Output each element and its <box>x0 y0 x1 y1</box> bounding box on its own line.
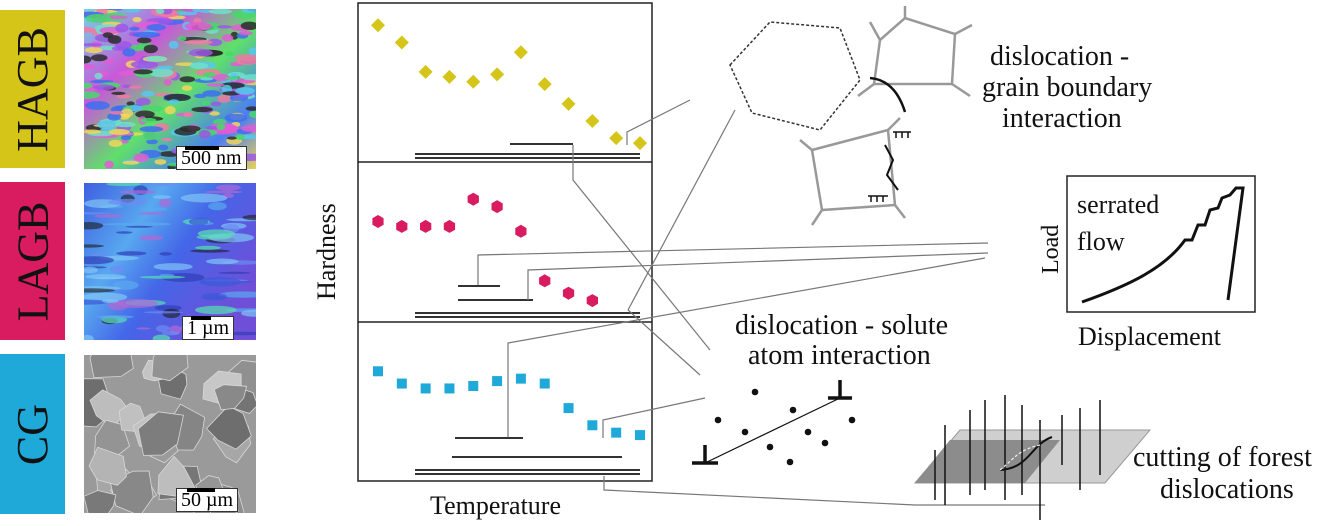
hardness-point-cg <box>587 420 598 431</box>
hardness-point-cg <box>444 383 455 394</box>
hardness-point-hagb <box>513 45 528 60</box>
load-axis-label: Load <box>1038 225 1064 274</box>
scale-text: 50 µm <box>181 489 234 511</box>
scale-bar-hagb: 500 nm <box>176 146 247 170</box>
grain-boundary-schematic <box>729 6 973 226</box>
connector-line <box>603 476 1045 506</box>
flow-text: flow <box>1077 227 1125 256</box>
hardness-point-lagb <box>372 215 384 228</box>
hardness-point-cg <box>635 430 645 441</box>
hardness-point-hagb <box>537 77 552 92</box>
sample-label-lagb: LAGB <box>0 182 65 340</box>
gb-interaction-label: grain boundary <box>982 72 1152 103</box>
hardness-point-hagb <box>418 64 433 79</box>
scale-text: 1 µm <box>187 317 230 339</box>
hardness-point-cg <box>515 373 526 384</box>
hardness-point-hagb <box>490 67 505 82</box>
hardness-point-hagb <box>371 18 385 33</box>
cg-micrograph <box>84 355 256 513</box>
hardness-point-hagb <box>585 114 600 128</box>
hardness-point-cg <box>396 378 407 389</box>
solute-interaction-label: atom interaction <box>748 340 931 371</box>
sample-label-text: HAGB <box>8 26 57 152</box>
sample-label-text: CG <box>8 403 57 465</box>
sample-label-cg: CG <box>0 354 65 514</box>
connector-line <box>477 242 989 285</box>
hardness-point-lagb <box>586 294 598 308</box>
connector-line <box>602 397 706 438</box>
solute-interaction-label: dislocation - solute <box>735 310 948 341</box>
connector-line <box>572 145 711 351</box>
forest-cutting-label: dislocations <box>1160 474 1294 505</box>
displacement-axis-label: Displacement <box>1078 322 1222 351</box>
connector-line <box>626 99 691 145</box>
solute-schematic <box>692 380 856 466</box>
scale-text: 500 nm <box>181 147 242 169</box>
hardness-axis-label: Hardness <box>312 203 341 300</box>
connector-line <box>627 309 701 376</box>
hardness-point-cg <box>492 376 503 387</box>
lagb-orientation-map <box>84 183 256 340</box>
hardness-point-cg <box>468 381 479 391</box>
hardness-point-lagb <box>491 200 503 214</box>
hardness-point-hagb <box>442 69 457 84</box>
scale-bar-cg: 50 µm <box>176 488 239 512</box>
hardness-point-hagb <box>394 35 409 50</box>
hardness-point-lagb <box>562 286 575 300</box>
hardness-point-cg <box>563 403 574 414</box>
hardness-point-hagb <box>561 96 576 111</box>
forest-cutting-label: cutting of forest <box>1133 442 1312 473</box>
hardness-point-hagb <box>466 74 481 89</box>
serrated-text: serrated <box>1077 190 1159 219</box>
hardness-panel-frame <box>357 2 653 482</box>
hardness-point-cg <box>539 378 550 389</box>
sample-label-text: LAGB <box>8 201 57 321</box>
hardness-point-lagb <box>467 192 479 206</box>
scale-bar-lagb: 1 µm <box>182 316 235 340</box>
hardness-point-cg <box>420 383 431 394</box>
connector-line <box>507 257 986 437</box>
hagb-orientation-map <box>84 9 256 169</box>
hardness-point-lagb <box>396 219 408 233</box>
temperature-axis-label: Temperature <box>430 491 561 520</box>
serrated-flow-curve <box>1081 186 1245 304</box>
gb-interaction-label: dislocation - <box>990 41 1129 72</box>
hardness-point-hagb <box>609 131 624 146</box>
hardness-point-lagb <box>515 224 527 238</box>
connector-line <box>627 109 736 311</box>
hardness-point-lagb <box>539 274 551 288</box>
sample-label-hagb: HAGB <box>0 10 65 168</box>
load-displacement-box <box>1066 175 1256 313</box>
hardness-point-lagb <box>420 219 432 233</box>
gb-interaction-label: interaction <box>1002 103 1122 134</box>
connector-line <box>527 252 989 300</box>
hardness-point-hagb <box>633 136 647 151</box>
hardness-point-cg <box>373 366 383 377</box>
hardness-point-cg <box>611 427 622 438</box>
hardness-point-lagb <box>443 219 456 233</box>
forest-dislocation-schematic <box>913 395 1152 520</box>
